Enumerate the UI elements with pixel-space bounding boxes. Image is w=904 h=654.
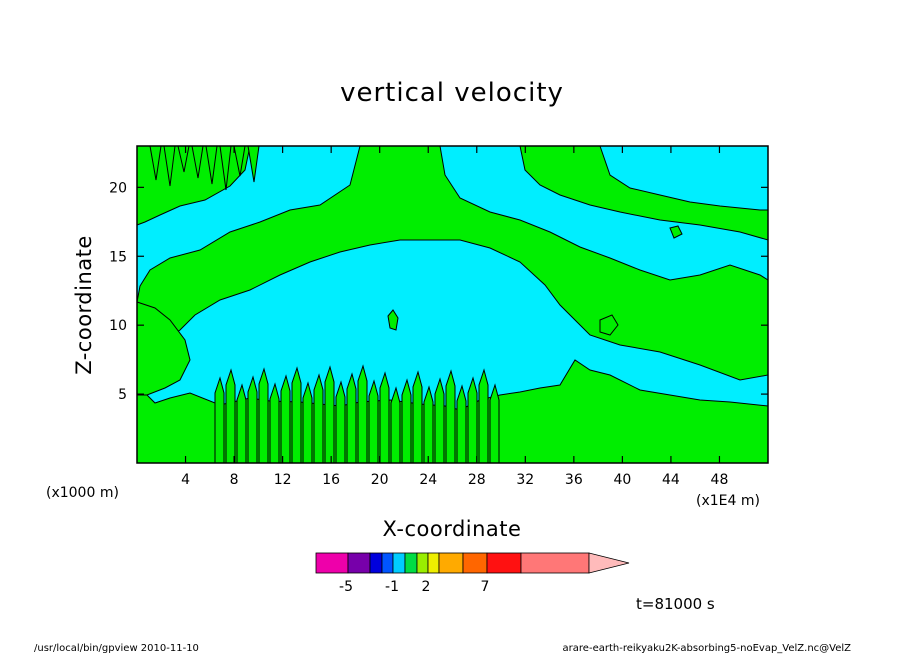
colorbar-tick-label: 7 bbox=[481, 579, 490, 595]
colorbar-swatch bbox=[520, 552, 590, 574]
small-positive-blob bbox=[669, 225, 683, 239]
positive-spike bbox=[412, 370, 423, 464]
x-tick-label: 40 bbox=[613, 472, 631, 488]
x-tick-label: 48 bbox=[711, 472, 729, 488]
positive-regions bbox=[136, 145, 769, 464]
colorbar-labels: -5 -1 2 7 bbox=[339, 579, 489, 595]
positive-spike bbox=[269, 382, 280, 464]
x-axis-label: X-coordinate bbox=[383, 517, 522, 541]
footer-left: /usr/local/bin/gpview 2010-11-10 bbox=[34, 643, 199, 654]
x-axis-ticks: 4 8 12 16 20 24 28 32 36 40 44 48 bbox=[181, 146, 728, 488]
positive-spike bbox=[456, 384, 467, 464]
left-positive-region bbox=[136, 301, 191, 396]
y-axis-ticks: 5 10 15 20 bbox=[109, 180, 768, 403]
colorbar-arrow bbox=[588, 552, 630, 574]
positive-spike bbox=[225, 368, 236, 464]
positive-spike bbox=[478, 368, 489, 464]
x-unit-left-label: (x1000 m) bbox=[46, 485, 119, 501]
positive-spike bbox=[357, 364, 368, 464]
x-tick-label: 32 bbox=[516, 472, 534, 488]
positive-spike bbox=[236, 383, 247, 464]
plot-frame bbox=[136, 145, 769, 464]
x-tick-label: 16 bbox=[322, 472, 340, 488]
y-tick-label: 5 bbox=[118, 387, 127, 403]
y-tick-label: 15 bbox=[109, 249, 127, 265]
x-tick-label: 44 bbox=[662, 472, 680, 488]
colorbar-swatch bbox=[416, 552, 429, 574]
x-unit-right-label: (x1E4 m) bbox=[696, 493, 760, 509]
positive-spike bbox=[368, 379, 379, 464]
colorbar-tick-label: 2 bbox=[422, 579, 431, 595]
positive-spike bbox=[258, 367, 269, 464]
x-tick-label: 4 bbox=[181, 472, 190, 488]
positive-spike bbox=[247, 375, 258, 464]
colorbar-swatch bbox=[438, 552, 464, 574]
time-label: t=81000 s bbox=[636, 595, 715, 613]
positive-spike bbox=[346, 372, 357, 464]
colorbar-swatch bbox=[315, 552, 349, 574]
colorbar-swatch bbox=[347, 552, 371, 574]
colorbar bbox=[315, 552, 630, 574]
positive-spike bbox=[401, 378, 412, 464]
positive-spike bbox=[423, 385, 434, 464]
colorbar-swatch bbox=[381, 552, 394, 574]
positive-spike bbox=[214, 376, 225, 464]
colorbar-swatch bbox=[369, 552, 383, 574]
colorbar-tick-label: -1 bbox=[385, 579, 399, 595]
small-positive-blob bbox=[387, 309, 399, 331]
positive-spike bbox=[434, 377, 445, 464]
colorbar-swatch bbox=[486, 552, 522, 574]
positive-spike bbox=[379, 371, 390, 464]
x-tick-label: 12 bbox=[274, 472, 292, 488]
positive-spike bbox=[302, 381, 313, 464]
positive-spike bbox=[489, 383, 500, 464]
x-tick-label: 28 bbox=[468, 472, 486, 488]
chart-title: vertical velocity bbox=[340, 78, 564, 108]
x-tick-label: 36 bbox=[565, 472, 583, 488]
colorbar-swatch bbox=[462, 552, 488, 574]
colorbar-swatch bbox=[392, 552, 406, 574]
footer-right: arare-earth-reikyaku2K-absorbing5-noEvap… bbox=[563, 643, 852, 654]
positive-spike bbox=[335, 380, 346, 464]
x-tick-label: 20 bbox=[371, 472, 389, 488]
positive-spike bbox=[390, 386, 401, 464]
y-tick-label: 20 bbox=[109, 180, 127, 196]
positive-spike bbox=[445, 369, 456, 464]
positive-spike bbox=[291, 366, 302, 464]
x-tick-label: 24 bbox=[419, 472, 437, 488]
positive-spike bbox=[324, 365, 335, 464]
colorbar-swatch bbox=[404, 552, 418, 574]
colorbar-swatch bbox=[427, 552, 440, 574]
small-positive-blob bbox=[599, 314, 619, 336]
y-tick-label: 10 bbox=[109, 318, 127, 334]
positive-spike bbox=[280, 374, 291, 464]
colorbar-tick-label: -5 bbox=[339, 579, 353, 595]
positive-spike bbox=[467, 376, 478, 464]
upper-left-positive-region bbox=[136, 145, 251, 226]
x-tick-label: 8 bbox=[230, 472, 239, 488]
y-axis-label: Z-coordinate bbox=[72, 235, 96, 375]
positive-spike bbox=[313, 373, 324, 464]
